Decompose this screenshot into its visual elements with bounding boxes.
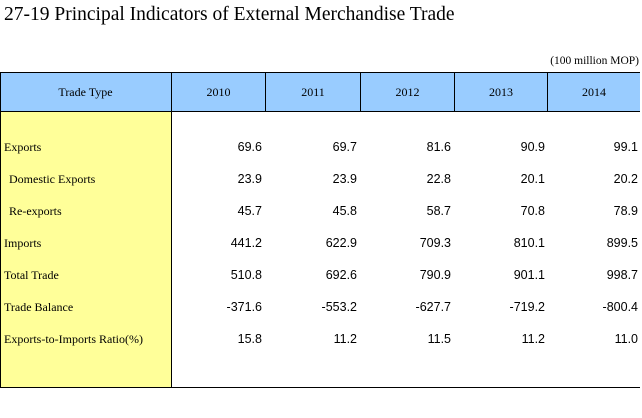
cell-trade-balance-2014: -800.4 [602, 300, 638, 314]
cell-domestic-exports-2012: 22.8 [426, 172, 451, 186]
unit-note: (100 million MOP) [550, 55, 639, 67]
cell-exports-2010: 69.6 [237, 140, 262, 154]
cell-total-trade-2011: 692.6 [325, 268, 357, 282]
cell-domestic-exports-2011: 23.9 [332, 172, 357, 186]
header-year-2010: 2010 [206, 85, 231, 99]
label-column [0, 112, 172, 387]
row-label-imports: Imports [4, 236, 42, 250]
cell-imports-2014: 899.5 [606, 236, 638, 250]
cell-trade-balance-2013: -719.2 [509, 300, 545, 314]
row-label-exports: Exports [4, 140, 42, 154]
cell-re-exports-2010: 45.7 [237, 204, 262, 218]
row-label-total-trade: Total Trade [4, 268, 59, 282]
cell-total-trade-2012: 790.9 [419, 268, 451, 282]
cell-imports-2012: 709.3 [419, 236, 451, 250]
header-year-2013: 2013 [489, 85, 513, 99]
cell-re-exports-2012: 58.7 [426, 204, 451, 218]
cell-ratio-2012: 11.5 [427, 332, 451, 346]
cell-total-trade-2010: 510.8 [230, 268, 262, 282]
row-label-domestic-exports: Domestic Exports [9, 172, 96, 186]
row-label-re-exports: Re-exports [9, 204, 62, 218]
trade-indicators-table: Trade Type 2010 2011 2012 2013 2014 Expo… [0, 72, 640, 388]
row-label-exports-to-imports-ratio: Exports-to-Imports Ratio(%) [4, 332, 143, 346]
cell-ratio-2014: 11.0 [614, 332, 638, 346]
cell-imports-2011: 622.9 [325, 236, 357, 250]
cell-re-exports-2014: 78.9 [613, 204, 638, 218]
cell-total-trade-2013: 901.1 [513, 268, 545, 282]
header-year-2014: 2014 [582, 85, 606, 99]
cell-re-exports-2011: 45.8 [332, 204, 357, 218]
cell-imports-2013: 810.1 [513, 236, 545, 250]
header-trade-type: Trade Type [58, 85, 113, 99]
cell-imports-2010: 441.2 [230, 236, 262, 250]
header-year-2011: 2011 [301, 85, 325, 99]
cell-re-exports-2013: 70.8 [520, 204, 545, 218]
cell-ratio-2013: 11.2 [521, 332, 545, 346]
row-label-trade-balance: Trade Balance [4, 300, 74, 314]
cell-total-trade-2014: 998.7 [606, 268, 638, 282]
cell-domestic-exports-2013: 20.1 [520, 172, 545, 186]
page-title: 27-19 Principal Indicators of External M… [4, 4, 455, 25]
cell-exports-2011: 69.7 [332, 140, 357, 154]
cell-exports-2014: 99.1 [613, 140, 638, 154]
cell-exports-2012: 81.6 [426, 140, 451, 154]
cell-trade-balance-2011: -553.2 [321, 300, 357, 314]
header-year-2012: 2012 [395, 85, 420, 99]
table-header-row: Trade Type 2010 2011 2012 2013 2014 [0, 73, 640, 112]
cell-domestic-exports-2014: 20.2 [613, 172, 638, 186]
left-border [0, 73, 1, 387]
cell-exports-2013: 90.9 [520, 140, 545, 154]
cell-ratio-2010: 15.8 [237, 332, 262, 346]
cell-domestic-exports-2010: 23.9 [237, 172, 262, 186]
cell-ratio-2011: 11.2 [333, 332, 357, 346]
cell-trade-balance-2010: -371.6 [226, 300, 262, 314]
cell-trade-balance-2012: -627.7 [415, 300, 451, 314]
